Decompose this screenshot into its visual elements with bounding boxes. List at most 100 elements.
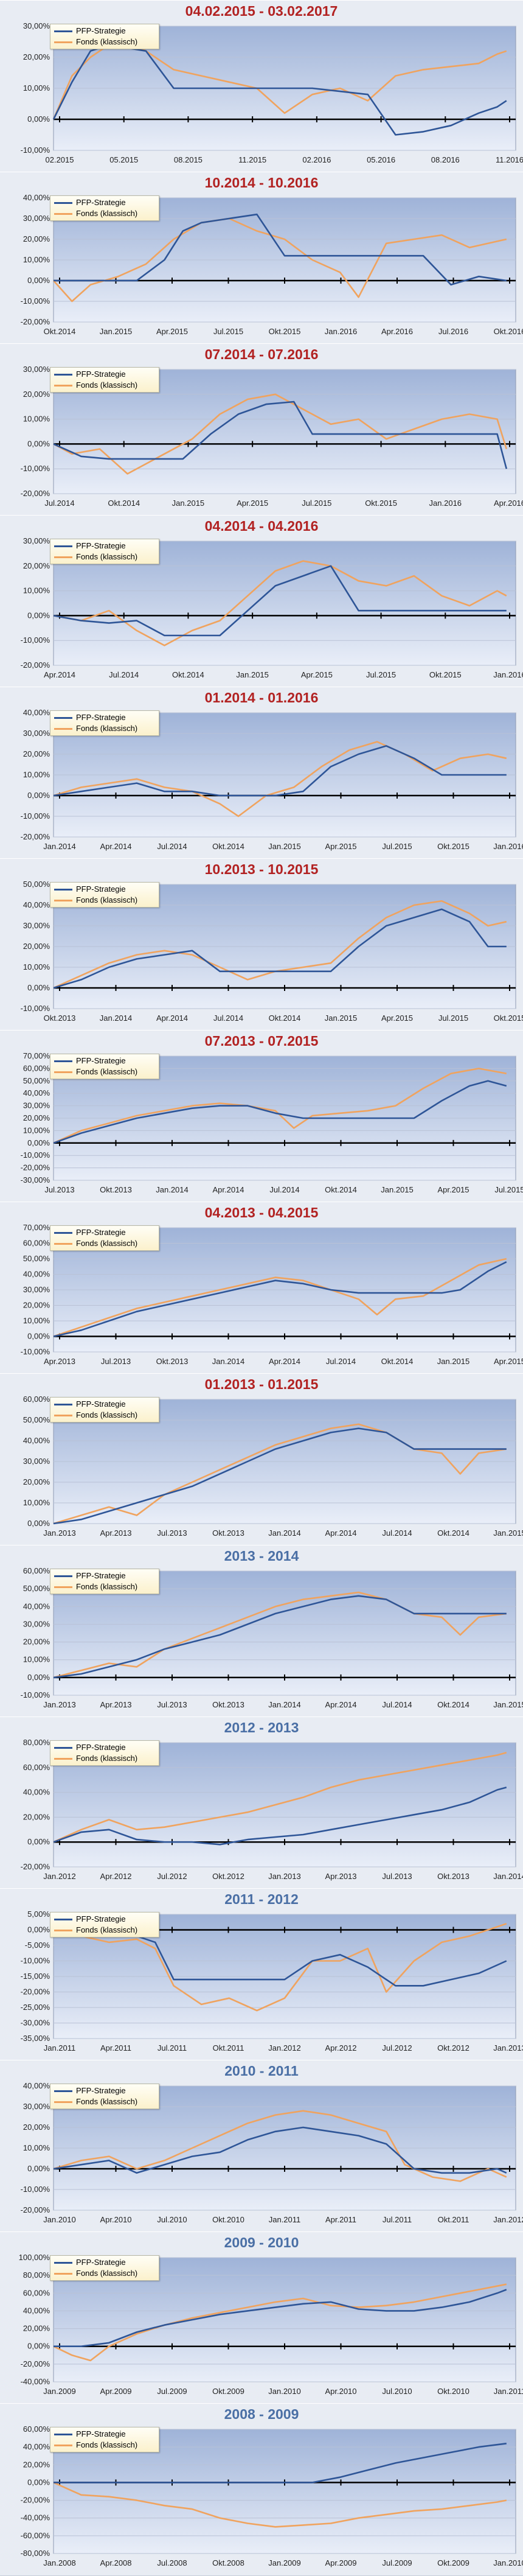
x-tick-label: Jan.2016 <box>325 327 358 336</box>
x-tick-label: Jul.2013 <box>157 1700 187 1709</box>
y-tick-label: 60,00% <box>23 1395 50 1404</box>
legend-swatch <box>54 2273 72 2275</box>
x-tick-label: Okt.2014 <box>437 1700 469 1709</box>
x-tick-label: Okt.2014 <box>108 499 140 508</box>
x-tick-label: Jul.2008 <box>157 2558 187 2567</box>
y-tick-label: 30,00% <box>23 1285 50 1294</box>
y-tick-label: 40,00% <box>23 2306 50 2315</box>
series-line-fund <box>53 1068 507 1144</box>
y-tick-label: 30,00% <box>23 365 50 374</box>
x-tick-label: Jul.2010 <box>382 2387 412 2396</box>
x-tick-label: Jan.2012 <box>493 2215 523 2224</box>
x-tick-label: Jan.2016 <box>429 499 462 508</box>
legend-item-strategy: PFP-Strategie <box>54 1055 126 1066</box>
legend-swatch <box>54 2434 72 2436</box>
y-tick-label: -20,00% <box>21 1862 50 1871</box>
x-tick-label: Jul.2014 <box>157 842 187 851</box>
x-tick-label: Jan.2009 <box>268 2558 301 2567</box>
x-tick-label: 02.2015 <box>46 155 74 164</box>
x-tick-label: Okt.2012 <box>212 1872 244 1881</box>
chart-title: 2008 - 2009 <box>224 2406 299 2422</box>
y-tick-label: 40,00% <box>23 708 50 717</box>
legend-swatch <box>54 889 72 891</box>
y-tick-label: 30,00% <box>23 2102 50 2111</box>
y-tick-label: 40,00% <box>23 193 50 202</box>
series-line-strategy <box>53 1595 507 1679</box>
y-tick-label: 60,00% <box>23 1063 50 1073</box>
y-tick-label: 20,00% <box>23 1477 50 1486</box>
chart-panel: 01.2013 - 01.2015 60,00% 50,00% 40,00% 30,00… <box>0 1373 523 1546</box>
y-tick-label: -20,00% <box>21 1163 50 1172</box>
y-tick-label: 0,00% <box>27 1332 50 1341</box>
legend-swatch <box>54 900 72 902</box>
chart-title: 04.2013 - 04.2015 <box>204 1205 319 1220</box>
y-tick-label: -20,00% <box>21 660 50 670</box>
y-tick-label: 0,00% <box>27 983 50 992</box>
x-tick-label: Jul.2015 <box>438 1013 468 1023</box>
y-tick-label: 30,00% <box>23 921 50 930</box>
y-tick-label: 0,00% <box>27 114 50 124</box>
chart-panel: 2013 - 2014 60,00% 50,00% 40,00% 30,00% 20,00… <box>0 1545 523 1718</box>
series-line-strategy <box>53 908 507 989</box>
series-line-fund <box>53 1423 507 1525</box>
chart-svg: 30,00%20,00%10,00%0,00%-10,00%-20,00%Apr… <box>21 536 523 679</box>
x-tick-label: Jan.2015 <box>493 1528 523 1538</box>
x-tick-label: Okt.2011 <box>213 2043 244 2053</box>
x-tick-label: Apr.2011 <box>325 2215 356 2224</box>
y-tick-label: 20,00% <box>23 1812 50 1821</box>
x-tick-label: Apr.2014 <box>156 1013 188 1023</box>
legend-label: PFP-Strategie <box>76 1399 126 1409</box>
y-tick-label: 50,00% <box>23 1415 50 1424</box>
x-tick-label: Apr.2008 <box>100 2558 131 2567</box>
x-tick-label: Jan.2015 <box>437 1357 470 1366</box>
y-tick-label: 10,00% <box>23 586 50 595</box>
x-tick-label: Okt.2008 <box>212 2558 244 2567</box>
legend-item-fund: Fonds (klassisch) <box>54 208 137 219</box>
y-tick-label: 0,00% <box>27 276 50 285</box>
series-line-fund <box>53 900 507 989</box>
y-tick-label: -30,00% <box>21 2018 50 2028</box>
series-line-fund <box>53 560 507 646</box>
legend-item-strategy: PFP-Strategie <box>54 712 126 723</box>
legend-swatch <box>54 1243 72 1245</box>
x-tick-label: Apr.2010 <box>325 2387 356 2396</box>
legend-label: Fonds (klassisch) <box>76 380 138 390</box>
y-tick-label: 0,00% <box>27 1519 50 1528</box>
y-tick-label: 60,00% <box>23 1763 50 1772</box>
x-tick-label: Jan.2015 <box>381 1185 414 1194</box>
y-tick-label: 0,00% <box>27 1673 50 1682</box>
legend-label: PFP-Strategie <box>76 884 126 894</box>
x-tick-label: Jan.2013 <box>43 1700 76 1709</box>
y-tick-label: 80,00% <box>23 2270 50 2280</box>
y-tick-label: 0,00% <box>27 1138 50 1147</box>
x-tick-label: Jan.2015 <box>268 842 301 851</box>
legend-swatch <box>54 202 72 205</box>
series-line-strategy <box>54 2443 507 2483</box>
legend-label: PFP-Strategie <box>76 26 126 35</box>
chart-title: 04.02.2015 - 03.02.2017 <box>185 3 338 19</box>
legend-item-strategy: PFP-Strategie <box>54 2257 126 2267</box>
legend-item-fund: Fonds (klassisch) <box>54 1753 137 1763</box>
chart-title: 2009 - 2010 <box>224 2235 299 2250</box>
x-tick-label: Apr.2015 <box>437 1185 469 1194</box>
chart-svg: 60,00% 50,00% 40,00% 30,00% 20,00% 10,00% 0,00… <box>23 1395 523 1538</box>
y-tick-label: -40,00% <box>21 2377 50 2386</box>
series-line-fund <box>53 2482 507 2528</box>
y-tick-label: 0,00% <box>27 611 50 620</box>
x-tick-label: Jul.2014 <box>382 1700 412 1709</box>
y-tick-label: 10,00% <box>23 1316 50 1325</box>
series-line-fund <box>53 741 507 817</box>
x-tick-label: Jul.2013 <box>382 1872 412 1881</box>
y-tick-label: 60,00% <box>23 2288 50 2297</box>
y-tick-label: 40,00% <box>23 1436 50 1445</box>
x-tick-label: Okt.2013 <box>212 1700 244 1709</box>
chart-legend: PFP-Strategie Fonds (klassisch) <box>50 1225 159 1251</box>
x-tick-label: Jan.2014 <box>268 1700 301 1709</box>
y-tick-label: 50,00% <box>23 1584 50 1593</box>
legend-item-strategy: PFP-Strategie <box>54 26 126 36</box>
x-tick-label: Apr.2015 <box>381 1013 413 1023</box>
x-tick-label: Jan.2015 <box>172 499 205 508</box>
chart-svg: 40,00% 30,00% 20,00% 10,00% 0,00% -10,00% -20,… <box>21 708 523 851</box>
x-tick-label: Okt.2014 <box>437 1528 469 1538</box>
x-tick-label: Okt.2012 <box>437 2043 469 2053</box>
